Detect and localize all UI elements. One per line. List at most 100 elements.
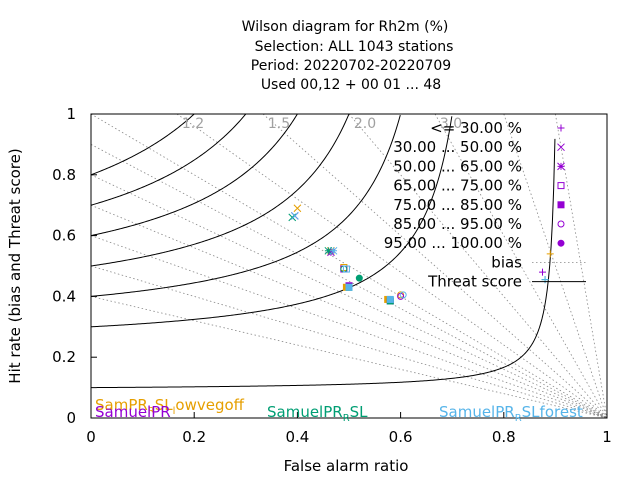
bias-value-label: 1.2 bbox=[182, 116, 204, 132]
y-tick-label: 1 bbox=[66, 105, 76, 123]
legend-entry: bias bbox=[491, 253, 586, 271]
data-point bbox=[541, 276, 549, 284]
bias-line bbox=[90, 174, 608, 419]
title-line-3: Period: 20220702-20220709 bbox=[251, 58, 451, 74]
cross-marker bbox=[290, 211, 299, 220]
legend: <= 30.00 %30.00 ... 50.00 %50.00 ... 65.… bbox=[384, 119, 586, 291]
data-point bbox=[386, 295, 394, 303]
series-group bbox=[290, 211, 549, 303]
experiment-label: SamuelPRRSL bbox=[267, 403, 368, 424]
y-tick-label: 0 bbox=[66, 409, 76, 427]
title-line-2: Selection: ALL 1043 stations bbox=[255, 39, 454, 55]
legend-entry: 30.00 ... 50.00 % bbox=[393, 138, 565, 156]
data-point bbox=[327, 248, 335, 257]
threat-score-curve bbox=[90, 113, 247, 206]
plot-frame bbox=[90, 113, 608, 419]
plus-marker bbox=[541, 276, 549, 284]
star-marker bbox=[324, 246, 333, 255]
threat-score-curves bbox=[90, 113, 556, 389]
experiment-label: SamuelPR bbox=[95, 403, 171, 421]
legend-entry: 95.00 ... 100.00 % bbox=[384, 234, 565, 252]
square-filled-marker bbox=[557, 201, 565, 209]
threat-score-curve bbox=[90, 116, 453, 328]
bias-line bbox=[90, 235, 608, 419]
x-tick-label: 1 bbox=[602, 428, 612, 446]
x-axis-label: False alarm ratio bbox=[284, 457, 409, 475]
bias-value-label: 2.0 bbox=[354, 116, 376, 132]
legend-entry: <= 30.00 % bbox=[430, 119, 565, 137]
bias-line bbox=[348, 113, 608, 419]
legend-entry: 50.00 ... 65.00 % bbox=[393, 157, 565, 175]
data-point bbox=[546, 250, 554, 258]
star-marker bbox=[557, 162, 565, 171]
data-point bbox=[355, 274, 363, 282]
plus-marker bbox=[557, 124, 565, 132]
data-point bbox=[290, 211, 299, 220]
legend-label: 50.00 ... 65.00 % bbox=[393, 157, 522, 175]
star-marker bbox=[327, 248, 335, 257]
legend-entry: Threat score bbox=[427, 273, 586, 291]
plus-marker bbox=[539, 268, 546, 276]
square-open-marker bbox=[342, 265, 350, 273]
axis-ticks: 0 0.2 0.4 0.6 0.8 1 0 0.2 0.4 0.6 0.8 1 bbox=[52, 105, 612, 446]
legend-entry: 85.00 ... 95.00 % bbox=[393, 215, 565, 233]
square-filled-marker bbox=[345, 283, 353, 291]
legend-entry: 65.00 ... 75.00 % bbox=[393, 177, 565, 195]
data-point bbox=[293, 204, 302, 213]
legend-label: 65.00 ... 75.00 % bbox=[393, 177, 522, 195]
data-points bbox=[288, 204, 554, 305]
data-point bbox=[342, 265, 350, 273]
threat-score-curve bbox=[90, 114, 350, 267]
y-tick-label: 0.8 bbox=[52, 166, 76, 184]
cross-marker bbox=[288, 213, 297, 222]
legend-label: Threat score bbox=[427, 273, 522, 291]
bias-line bbox=[503, 113, 608, 419]
x-tick-label: 0.8 bbox=[492, 428, 516, 446]
data-point bbox=[345, 283, 353, 291]
legend-label: bias bbox=[491, 253, 522, 271]
plus-marker bbox=[546, 250, 554, 258]
circle-filled-marker bbox=[557, 239, 565, 247]
x-tick-label: 0.6 bbox=[389, 428, 413, 446]
circle-filled-marker bbox=[355, 274, 363, 282]
cross-marker bbox=[557, 143, 565, 152]
title-line-4: Used 00,12 + 00 01 ... 48 bbox=[261, 77, 441, 93]
data-point bbox=[324, 246, 333, 255]
legend-label: 30.00 ... 50.00 % bbox=[393, 138, 522, 156]
data-point bbox=[539, 268, 546, 276]
experiment-label: SamPRRSLlowvegoff bbox=[95, 396, 245, 417]
bias-line bbox=[90, 144, 608, 419]
x-tick-label: 0.2 bbox=[182, 428, 206, 446]
bias-line bbox=[90, 265, 608, 419]
x-tick-label: 0 bbox=[86, 428, 96, 446]
bias-line bbox=[90, 296, 608, 419]
bias-line bbox=[176, 113, 608, 419]
legend-label: <= 30.00 % bbox=[430, 119, 522, 137]
threat-score-curve bbox=[90, 138, 556, 389]
bias-line bbox=[90, 204, 608, 419]
legend-label: 85.00 ... 95.00 % bbox=[393, 215, 522, 233]
y-tick-label: 0.2 bbox=[52, 348, 76, 366]
legend-label: 75.00 ... 85.00 % bbox=[393, 196, 522, 214]
square-filled-marker bbox=[386, 295, 394, 303]
bias-labels: 1.2 1.5 2.0 3.0 bbox=[182, 116, 462, 132]
bias-line bbox=[555, 113, 608, 419]
star-marker bbox=[329, 246, 338, 255]
legend-label: 95.00 ... 100.00 % bbox=[384, 234, 522, 252]
threat-score-curve bbox=[90, 113, 195, 176]
legend-entry: 75.00 ... 85.00 % bbox=[393, 196, 565, 214]
data-point bbox=[399, 291, 407, 299]
data-point bbox=[288, 213, 297, 222]
bias-value-label: 1.5 bbox=[268, 116, 290, 132]
circle-open-marker bbox=[557, 220, 565, 228]
y-tick-label: 0.6 bbox=[52, 227, 76, 245]
data-point bbox=[329, 246, 338, 255]
y-tick-label: 0.4 bbox=[52, 287, 76, 305]
threat-score-curve bbox=[90, 114, 298, 237]
cross-marker bbox=[293, 204, 302, 213]
title-line-1: Wilson diagram for Rh2m (%) bbox=[242, 19, 449, 35]
bias-value-label: 3.0 bbox=[440, 116, 462, 132]
y-axis-label: Hit rate (bias and Threat score) bbox=[6, 148, 24, 383]
